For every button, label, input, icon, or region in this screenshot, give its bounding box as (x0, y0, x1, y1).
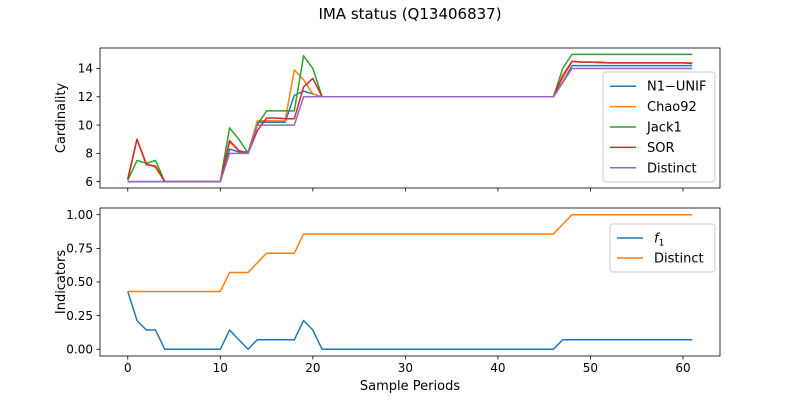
x-tick-label: 20 (305, 361, 320, 375)
legend-label: Distinct (647, 161, 697, 176)
axes-frame (99, 47, 721, 189)
series-line-distinct (127, 213, 693, 293)
y-tick-label: 8 (85, 147, 93, 161)
legend-label: SOR (647, 141, 675, 156)
x-tick-label: 50 (583, 361, 598, 375)
y-tick-label: 0.75 (66, 242, 93, 256)
series-line-f1 (127, 291, 693, 351)
legend-label: Chao92 (647, 100, 697, 115)
y-tick-label: 12 (78, 90, 93, 104)
chart-panel-2: 0 10 20 30 40 50 60 0.00 0.25 0.50 0.75 1.00 Indicat… (54, 207, 721, 394)
y-tick-label: 0.25 (66, 309, 93, 323)
y-tick-label: 6 (85, 175, 93, 189)
legend-label: Jack1 (646, 121, 682, 136)
x-tick-label: 60 (675, 361, 690, 375)
legend-box (602, 71, 716, 183)
x-tick-label: 40 (490, 361, 505, 375)
legend: f1 Distinct (609, 223, 716, 273)
legend-label: N1−UNIF (647, 80, 706, 95)
y-tick-label: 0.50 (66, 275, 93, 289)
y-axis-label: Indicators (54, 250, 69, 314)
x-axis-label: Sample Periods (360, 379, 460, 394)
y-tick-label: 10 (78, 118, 93, 132)
y-tick-label: 14 (78, 62, 93, 76)
legend-label-subscript: 1 (659, 239, 665, 249)
legend-label: Distinct (654, 252, 704, 267)
legend-box (609, 223, 716, 273)
legend-label: f1 (654, 232, 664, 249)
x-tick-label: 10 (213, 361, 228, 375)
legend: N1−UNIF Chao92 Jack1 SOR Distinct (602, 71, 716, 183)
y-tick-label: 0.00 (66, 342, 93, 356)
x-tick-label: 30 (398, 361, 413, 375)
chart-panel-1: 6 8 10 12 14 Cardinality N1−UNIF Chao92 Jack1 SOR… (54, 47, 721, 192)
figure-title: IMA status (Q13406837) (318, 5, 501, 23)
y-axis-label: Cardinality (54, 83, 69, 154)
series-line-distinct (127, 67, 693, 183)
y-tick-label: 1.00 (66, 208, 93, 222)
x-tick-label: 0 (124, 361, 132, 375)
